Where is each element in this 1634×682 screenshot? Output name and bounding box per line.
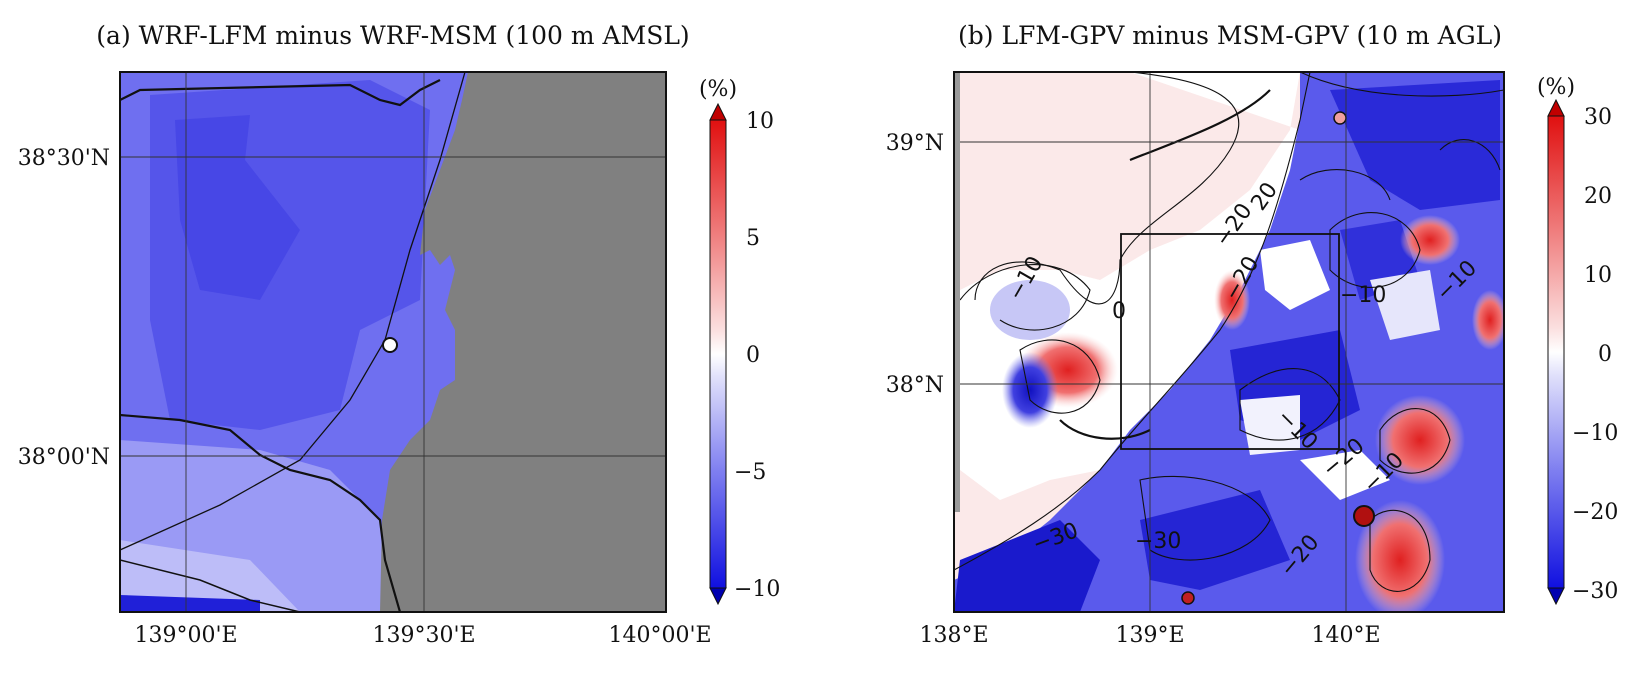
colorbar-b-tick: 0 [1598, 342, 1612, 367]
panel-b-title: (b) LFM-GPV minus MSM-GPV (10 m AGL) [958, 21, 1502, 50]
colorbar-a-unit: (%) [699, 77, 737, 102]
lon-label-138: 138°E [919, 623, 988, 648]
panel-a-frame [119, 71, 667, 613]
lon-label-139: 139°E [1115, 623, 1184, 648]
colorbar-b-unit: (%) [1537, 75, 1575, 100]
colorbar-b-tick: 10 [1584, 263, 1612, 288]
panel-b-map: −10 0 20 −20 −10 −10 −10 −20 −10 −30 −20… [954, 72, 1504, 612]
land-mass [380, 72, 666, 612]
colorbar-a-tick: −5 [734, 460, 766, 485]
lat-label-39: 39°N [886, 131, 944, 156]
colorbar-b-tick: 20 [1584, 184, 1612, 209]
panel-a-title: (a) WRF-LFM minus WRF-MSM (100 m AMSL) [96, 21, 689, 50]
colorbar-b-tick: −10 [1572, 421, 1618, 446]
panel-a-map [120, 72, 666, 612]
panel-b-colorbar: (%) 30 20 10 0 −10 −20 −30 [1537, 75, 1618, 606]
lat-label-38: 38°N [886, 373, 944, 398]
colorbar-a-tick: 10 [746, 109, 774, 134]
contour-label: −10 [1340, 283, 1386, 308]
panel-a: (a) WRF-LFM minus WRF-MSM (100 m AMSL) [18, 21, 781, 648]
colorbar-a-tick: 5 [746, 226, 760, 251]
lon-label-139-00: 139°00'E [134, 623, 237, 648]
colorbar-a-tick: 0 [746, 343, 760, 368]
panel-b-edge-strip [954, 72, 960, 512]
panel-b: (b) LFM-GPV minus MSM-GPV (10 m AGL) [886, 21, 1619, 648]
lon-label-140-00: 140°00'E [608, 623, 711, 648]
contour-label: −30 [1135, 529, 1181, 554]
lat-label-38-00: 38°00'N [18, 445, 110, 470]
colorbar-b-tick: 30 [1584, 105, 1612, 130]
panel-b-frame [953, 71, 1505, 613]
colorbar-b-tick: −20 [1572, 500, 1618, 525]
inset-domain-box [1120, 233, 1340, 450]
site-marker [382, 337, 398, 353]
lon-label-139-30: 139°30'E [372, 623, 475, 648]
colorbar-a-tick: −10 [734, 577, 780, 602]
lat-label-38-30: 38°30'N [18, 146, 110, 171]
colorbar-b-tick: −30 [1572, 579, 1618, 604]
contour-label: 0 [1112, 299, 1126, 324]
panel-a-colorbar: (%) 10 5 0 −5 −10 [699, 77, 780, 606]
lon-label-140: 140°E [1311, 623, 1380, 648]
